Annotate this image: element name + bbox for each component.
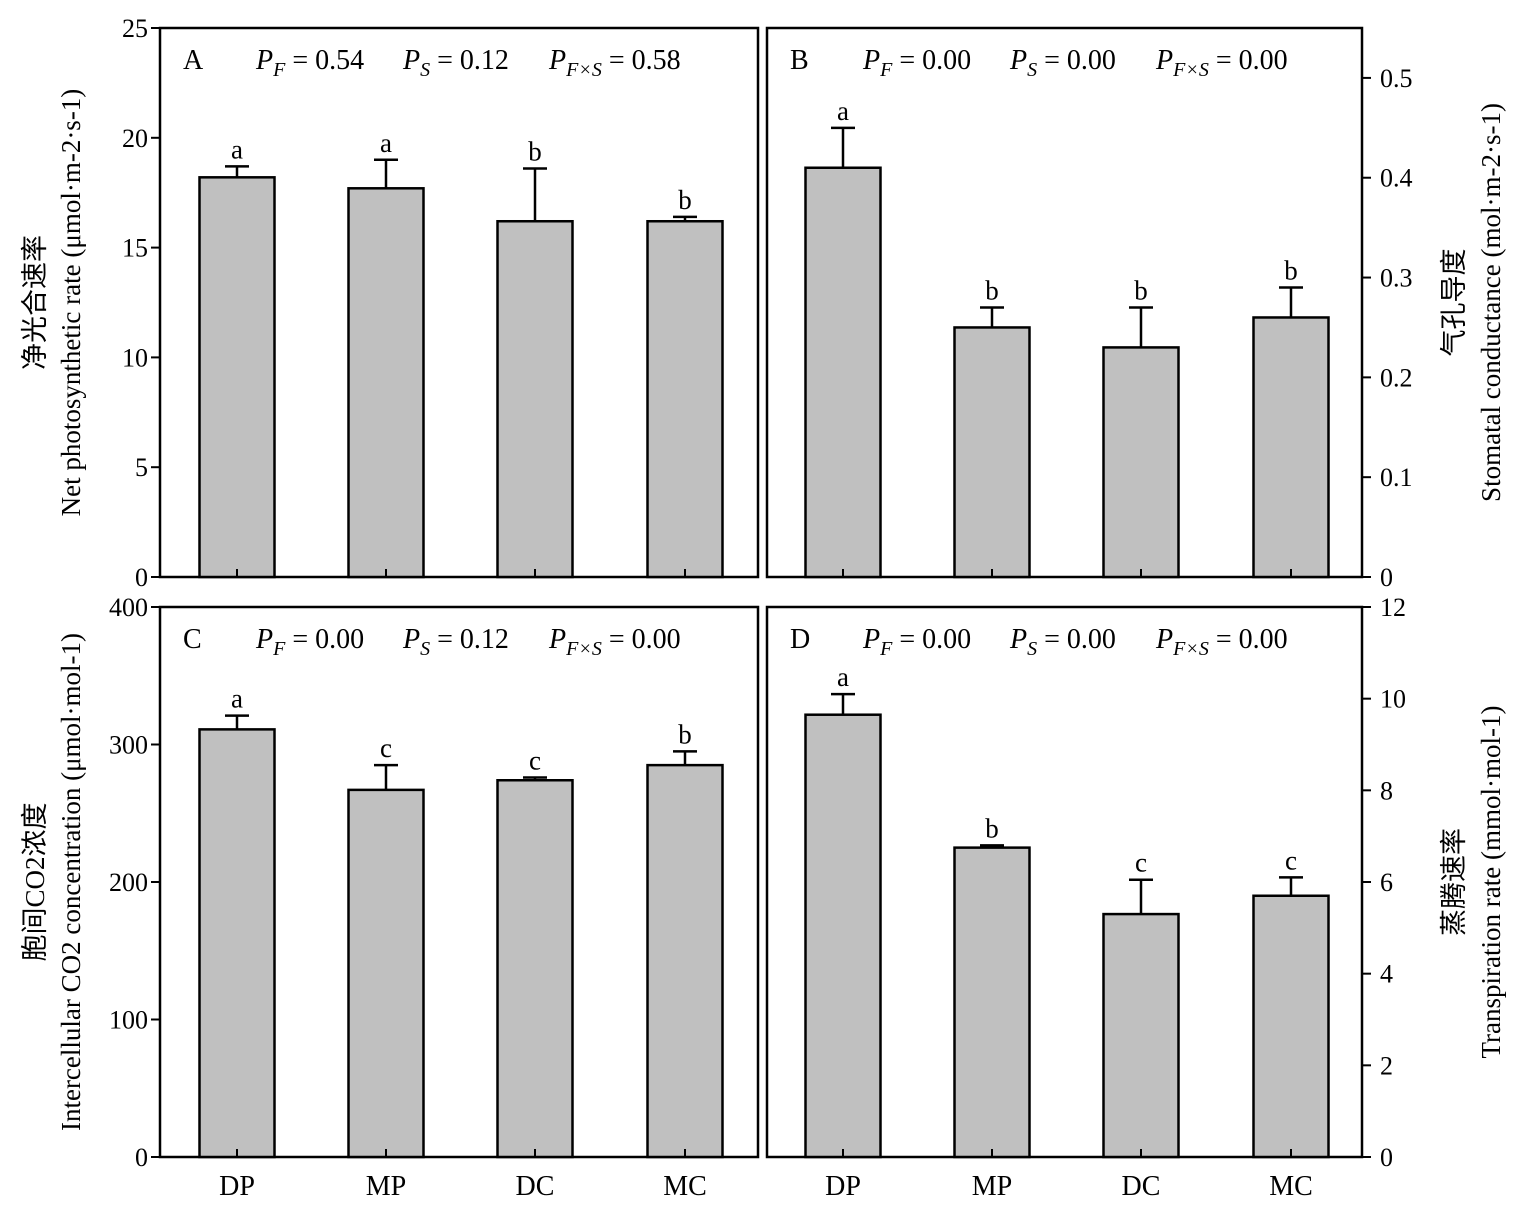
bar-dp	[198, 176, 276, 579]
bar-dp	[804, 713, 882, 1159]
y-tick-label: 2	[1380, 1051, 1393, 1080]
bar-mp	[347, 187, 425, 579]
bar-dp	[198, 728, 276, 1159]
bar-dp	[804, 166, 882, 579]
significance-letter: b	[985, 275, 999, 305]
y-tick-label: 0.3	[1380, 264, 1413, 293]
y-tick-label: 0.5	[1380, 64, 1413, 93]
bar-mc	[646, 763, 724, 1159]
y-axis-title-en: Stomatal conductance (mol·m-2·s-1)	[1476, 103, 1506, 502]
bar-dc	[496, 219, 574, 579]
y-tick-label: 0.1	[1380, 463, 1413, 492]
significance-letter: b	[528, 137, 542, 167]
y-tick-label: 0.4	[1380, 164, 1413, 193]
y-tick-label: 20	[122, 124, 148, 153]
panel-label: A	[183, 45, 204, 76]
significance-letter: b	[1284, 256, 1298, 286]
significance-letter: b	[985, 813, 999, 843]
significance-letter: a	[380, 128, 392, 158]
y-tick-label: 12	[1380, 593, 1406, 622]
x-category-label: DC	[1122, 1171, 1161, 1202]
p-value-pf: PF = 0.00	[862, 45, 971, 81]
significance-letter: b	[678, 185, 692, 215]
p-value-ps: PS = 0.12	[402, 624, 509, 660]
plot-frame	[158, 26, 760, 579]
y-tick-label: 100	[109, 1006, 148, 1035]
p-value-pfxs: PF×S = 0.00	[548, 624, 681, 660]
significance-letter: a	[231, 134, 243, 164]
y-axis-title-en: Intercellular CO2 concentration (μmol·mo…	[56, 633, 86, 1131]
y-tick-label: 0	[1380, 563, 1393, 592]
y-axis-title-cn: 净光合速率	[20, 235, 50, 370]
bar-mc	[646, 219, 724, 579]
bar-mp	[347, 788, 425, 1159]
y-tick-label: 10	[122, 343, 148, 372]
y-axis-title-en: Transpiration rate (mmol·mol-1)	[1476, 706, 1506, 1059]
bar-mp	[953, 846, 1031, 1159]
y-axis-title-en: Net photosynthetic rate (μmol·m-2·s-1)	[56, 89, 86, 517]
p-value-pfxs: PF×S = 0.00	[1155, 45, 1288, 81]
significance-letter: c	[1135, 848, 1147, 878]
x-category-label: DP	[219, 1171, 255, 1202]
bar-mc	[1252, 316, 1330, 579]
y-axis-title-cn: 胞间CO2浓度	[20, 802, 50, 961]
y-tick-label: 0	[135, 1143, 148, 1172]
bar-mp	[953, 326, 1031, 579]
p-value-ps: PS = 0.12	[402, 45, 509, 81]
x-category-label: DC	[516, 1171, 555, 1202]
plot-frame	[765, 26, 1364, 579]
p-value-pf: PF = 0.00	[862, 624, 971, 660]
significance-letter: c	[380, 733, 392, 763]
x-category-label: MC	[663, 1171, 707, 1202]
bar-mc	[1252, 894, 1330, 1159]
y-tick-label: 200	[109, 868, 148, 897]
y-tick-label: 5	[135, 453, 148, 482]
y-tick-label: 0	[135, 563, 148, 592]
x-category-label: DP	[825, 1171, 861, 1202]
bar-dc	[1102, 346, 1180, 579]
y-tick-label: 0	[1380, 1143, 1393, 1172]
significance-letter: a	[837, 96, 849, 126]
y-tick-label: 25	[122, 14, 148, 43]
x-category-label: MP	[366, 1171, 406, 1202]
p-value-pfxs: PF×S = 0.58	[548, 45, 681, 81]
y-tick-label: 300	[109, 731, 148, 760]
panel-B: 0 0.1 0.2 0.3 0.4 0.5 a b b b B PF = 0.00 PS = 0.00 P…	[765, 26, 1506, 592]
p-value-pf: PF = 0.54	[255, 45, 364, 81]
y-tick-label: 8	[1380, 776, 1393, 805]
significance-letter: c	[1285, 845, 1297, 875]
x-category-label: MC	[1269, 1171, 1313, 1202]
panel-label: C	[183, 624, 202, 655]
y-tick-label: 0.2	[1380, 363, 1413, 392]
significance-letter: b	[678, 719, 692, 749]
significance-letter: a	[837, 662, 849, 692]
y-tick-label: 4	[1380, 960, 1393, 989]
y-tick-label: 6	[1380, 868, 1393, 897]
panel-C: 0 100 200 300 400 a c c b C PF = 0.00 PS = 0.12 PF×S…	[20, 593, 760, 1202]
significance-letter: a	[231, 684, 243, 714]
p-value-pfxs: PF×S = 0.00	[1155, 624, 1288, 660]
significance-letter: b	[1134, 275, 1148, 305]
panel-label: B	[790, 45, 809, 76]
y-tick-label: 400	[109, 593, 148, 622]
panel-A: 0 5 10 15 20 25 a a b b A PF = 0.54 PS = 0.12 PF×S = …	[20, 14, 760, 592]
significance-letter: c	[529, 746, 541, 776]
panel-D: 0 2 4 6 8 10 12 a b c c D PF = 0.00 PS = 0.00 PF×S = 0…	[765, 593, 1506, 1202]
p-value-ps: PS = 0.00	[1009, 624, 1116, 660]
panel-label: D	[790, 624, 810, 655]
y-tick-label: 15	[122, 234, 148, 263]
p-value-pf: PF = 0.00	[255, 624, 364, 660]
y-axis-title-cn: 气孔导度	[1439, 249, 1469, 357]
y-axis-title-cn: 蒸腾速率	[1439, 828, 1469, 936]
x-category-label: MP	[972, 1171, 1012, 1202]
p-value-ps: PS = 0.00	[1009, 45, 1116, 81]
y-tick-label: 10	[1380, 685, 1406, 714]
bar-dc	[1102, 912, 1180, 1159]
bar-dc	[496, 779, 574, 1159]
